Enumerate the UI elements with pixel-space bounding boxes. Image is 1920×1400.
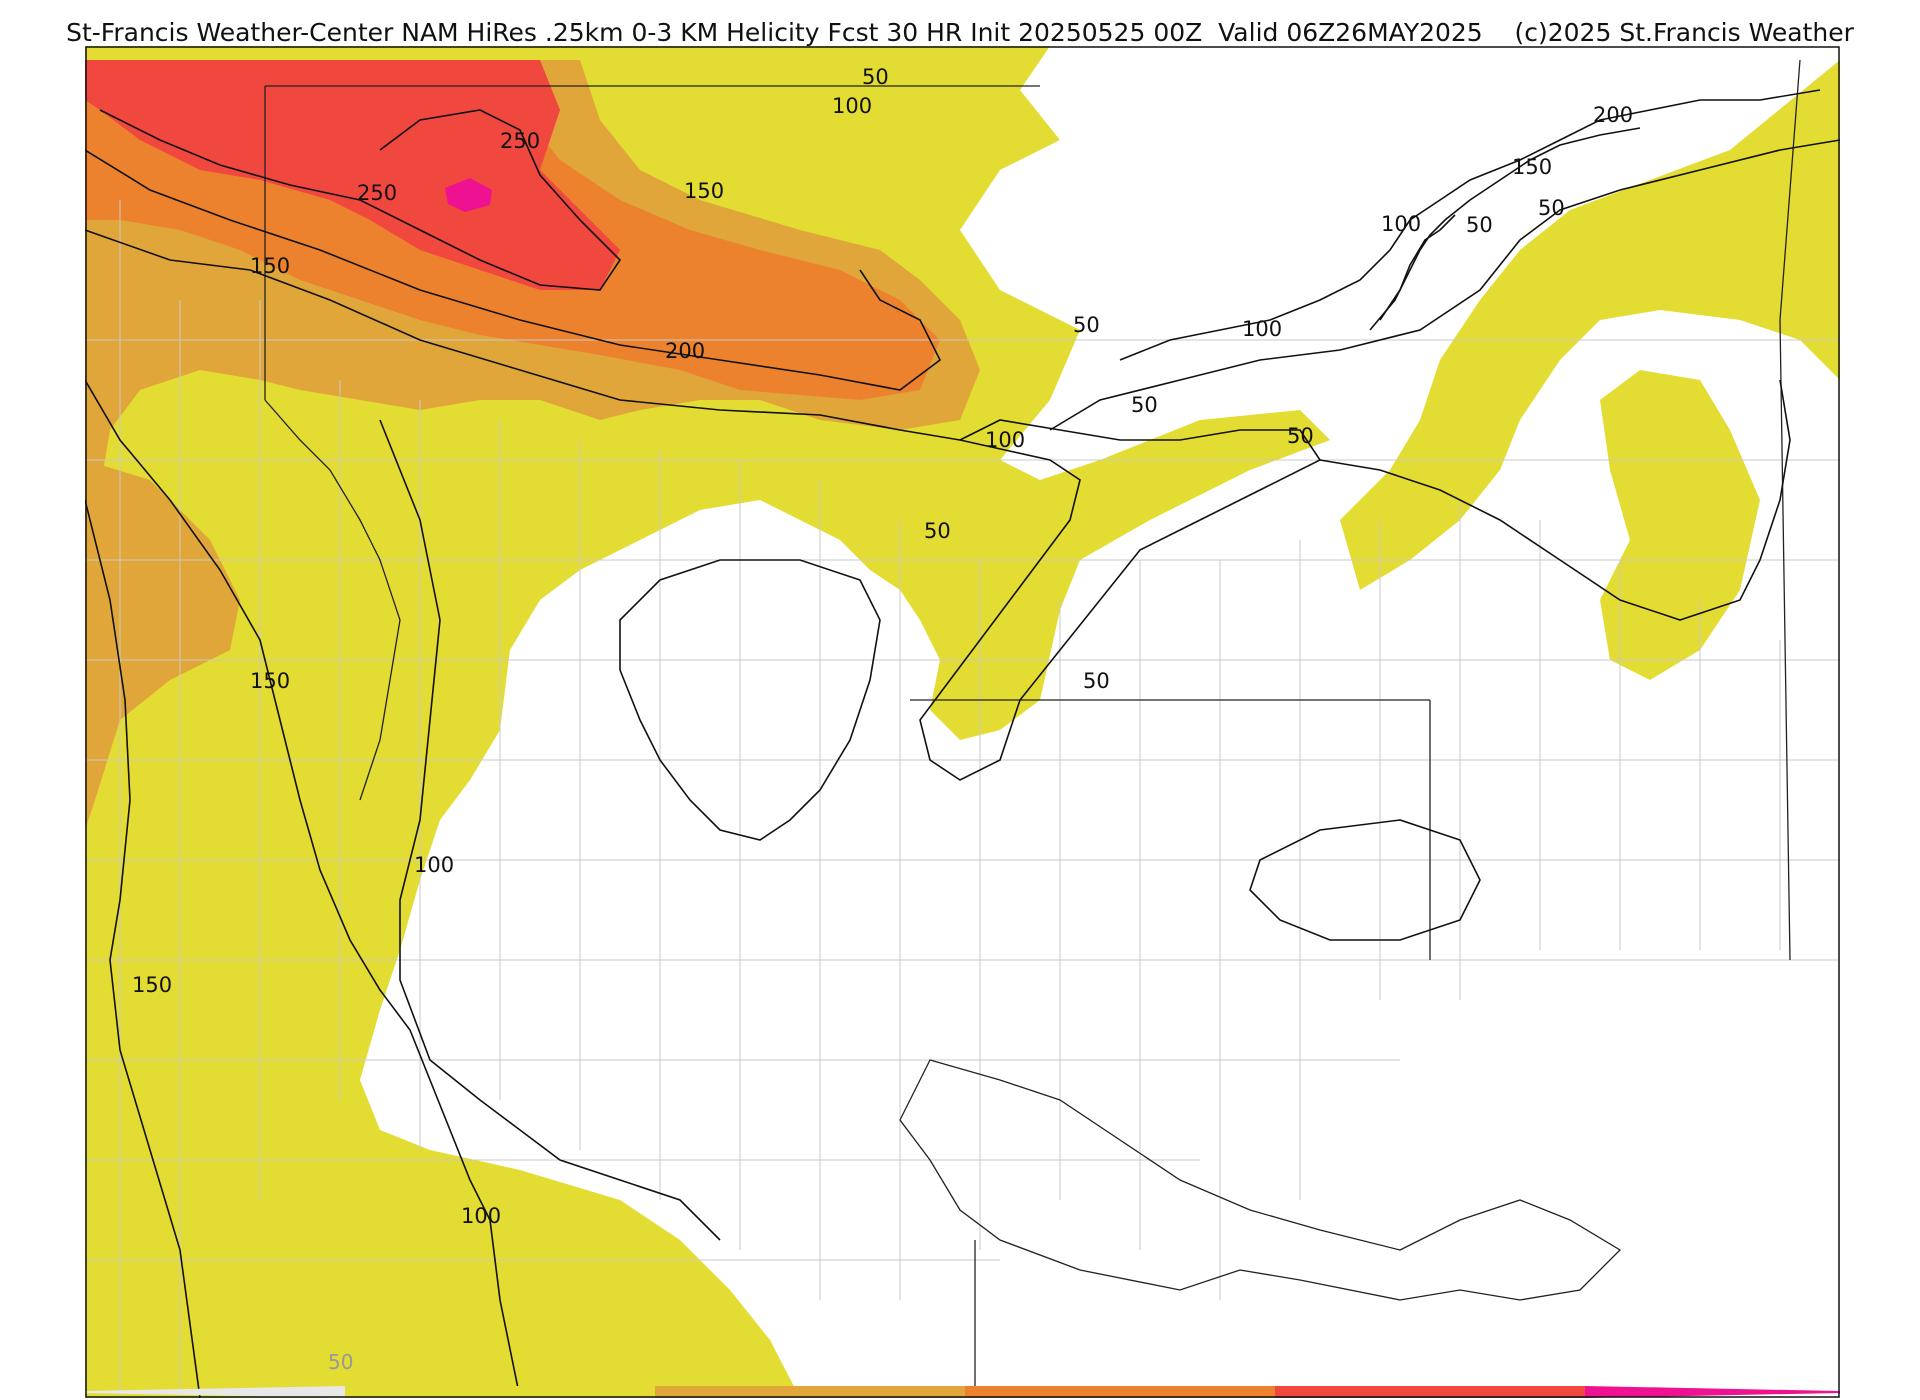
state-border-river	[264, 399, 401, 801]
contour-50-east-south	[1319, 379, 1791, 621]
contour-200	[85, 149, 942, 391]
contour-label: 200	[1593, 103, 1633, 127]
contour-label: 100	[832, 94, 872, 118]
contour-label: 100	[1242, 317, 1282, 341]
fill-band-100-southwest	[85, 460, 240, 830]
colorbar-left-arrow	[85, 1386, 345, 1398]
contour-label: 250	[357, 181, 397, 205]
colorbar-segment	[1275, 1386, 1585, 1398]
contour-label: 100	[461, 1204, 501, 1228]
colorbar-tick-label: 50	[328, 1350, 353, 1374]
colorbar-segment	[655, 1386, 965, 1398]
contour-label: 250	[500, 129, 540, 153]
contour-label: 50	[1131, 393, 1158, 417]
county-lines	[85, 200, 1840, 1398]
contour-label: 150	[250, 669, 290, 693]
contour-label: 50	[1083, 669, 1110, 693]
contour-150-west	[85, 499, 201, 1398]
contour-50-central	[619, 559, 881, 841]
fill-band-50-east	[1340, 60, 1840, 590]
contour-label: 150	[250, 254, 290, 278]
contour-100-central	[379, 419, 721, 1241]
contour-label: 50	[924, 519, 951, 543]
colorbar-right-arrow	[1585, 1386, 1840, 1398]
fill-band-50-east-lobe	[1600, 370, 1760, 680]
helicity-fill-layer	[85, 46, 1840, 1398]
colorbar-segment	[345, 1386, 655, 1398]
contour-layer	[85, 89, 1840, 1398]
contour-50-east	[1049, 139, 1840, 431]
gulf-coastline	[899, 1059, 1622, 1301]
contour-label: 150	[684, 179, 724, 203]
contour-150	[85, 229, 961, 441]
contour-100-east-cluster	[1119, 89, 1821, 361]
contour-labels: 50 100 250 250 150 150 200 50 100 50 50 …	[132, 65, 1633, 1228]
contour-label: 150	[1512, 155, 1552, 179]
contour-label: 100	[414, 853, 454, 877]
state-border-east	[1779, 59, 1801, 961]
boundary-layer	[85, 200, 1840, 1398]
colorbar: 50	[85, 1350, 1840, 1398]
contour-label: 50	[1538, 196, 1565, 220]
contour-label: 150	[132, 973, 172, 997]
contour-label: 50	[1466, 213, 1493, 237]
contour-label: 200	[665, 339, 705, 363]
contour-label: 50	[862, 65, 889, 89]
contour-100-west	[85, 379, 521, 1398]
contour-label: 50	[1073, 313, 1100, 337]
contour-50-gulf	[1249, 819, 1481, 941]
contour-label: 50	[1287, 424, 1314, 448]
contour-250	[99, 109, 622, 291]
contour-label: 100	[985, 428, 1025, 452]
colorbar-segment	[965, 1386, 1275, 1398]
map-border	[85, 46, 1840, 1398]
contour-label: 100	[1381, 212, 1421, 236]
helicity-map: 50 100 250 250 150 150 200 50 100 50 50 …	[85, 46, 1840, 1398]
contour-200-east-cluster	[1379, 214, 1456, 321]
contour-150-east-cluster	[1369, 127, 1641, 331]
map-title: St-Francis Weather-Center NAM HiRes .25k…	[66, 18, 1854, 47]
fill-band-200	[85, 60, 620, 290]
fill-band-250	[445, 178, 492, 212]
contour-50-north	[919, 419, 1322, 781]
